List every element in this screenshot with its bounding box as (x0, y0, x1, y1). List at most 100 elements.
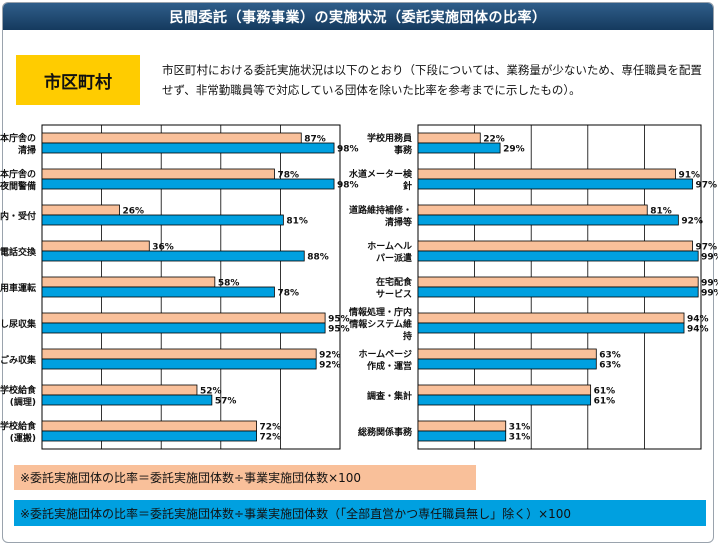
right-bar-series2 (417, 430, 507, 442)
left-data-label: 92% (319, 361, 341, 371)
right-category-label: 道路維持補修・ (349, 204, 412, 216)
left-data-label: 98% (337, 145, 359, 155)
left-data-label: 52% (200, 387, 222, 397)
right-bar-series2 (417, 214, 679, 226)
right-category-label: ホームページ (358, 349, 412, 360)
left-bar-series2 (41, 286, 275, 298)
left-bar-series2 (41, 394, 213, 406)
right-category-label: 水道メーター検 (349, 168, 413, 180)
right-data-label: 61% (594, 397, 616, 407)
left-category-label: 本庁舎の (0, 168, 36, 180)
region-badge: 市区町村 (16, 55, 140, 105)
left-bar-series1 (41, 204, 120, 216)
right-bar-series2 (417, 358, 597, 370)
left-data-label: 58% (218, 279, 240, 289)
formula-note-1: ※委託実施団体の比率＝委託実施団体数÷事業実施団体数×100 (14, 465, 476, 490)
right-data-label: 63% (599, 361, 621, 371)
right-category-label: 学校用務員 (367, 132, 412, 144)
right-bar-series1 (417, 384, 592, 396)
left-data-label: 95% (328, 325, 350, 335)
right-bar-series2 (417, 394, 592, 406)
left-bar-series1 (41, 420, 257, 432)
left-bar-series2 (41, 214, 284, 226)
right-data-label: 91% (679, 171, 701, 181)
left-category-label: 電話交換 (0, 246, 37, 258)
right-category-label: 総務関係事務 (358, 426, 413, 438)
right-category-label: パー派遣 (376, 252, 412, 264)
right-bar-series1 (417, 312, 685, 324)
left-bar-series2 (41, 358, 317, 370)
left-bar-series1 (41, 132, 302, 144)
right-category-label: 調査・集計 (367, 390, 412, 402)
left-bar-series2 (41, 178, 335, 190)
left-bar-series1 (41, 312, 326, 324)
chart-right-svg: 学校用務員事務22%29%水道メーター検針91%97%道路維持補修・清掃等81%… (348, 124, 718, 450)
left-bar-series2 (41, 142, 335, 154)
left-category-label: し尿収集 (0, 318, 37, 330)
left-category-label: 本庁舎の (0, 132, 36, 144)
left-data-label: 72% (260, 433, 282, 443)
chart-left: 本庁舎の清掃87%98%本庁舎の夜間警備78%98%案内・受付26%81%電話交… (0, 122, 359, 457)
right-bar-series2 (417, 142, 501, 154)
left-category-label: 一般ごみ収集 (0, 354, 37, 366)
right-data-label: 92% (681, 217, 703, 227)
formula-note-2: ※委託実施団体の比率＝委託実施団体数÷事業実施団体数（「全部直営かつ専任職員無し… (14, 500, 706, 526)
right-bar-series1 (417, 420, 507, 432)
right-category-label: 在宅配食 (376, 276, 413, 288)
left-bar-series2 (41, 250, 305, 262)
right-data-label: 97% (696, 181, 718, 191)
right-data-label: 97% (696, 243, 718, 253)
chart-left-svg: 本庁舎の清掃87%98%本庁舎の夜間警備78%98%案内・受付26%81%電話交… (0, 124, 359, 450)
right-bar-series2 (417, 250, 699, 262)
right-data-label: 31% (509, 423, 531, 433)
right-bar-series1 (417, 348, 597, 360)
left-data-label: 57% (215, 397, 237, 407)
right-bar-series2 (417, 178, 693, 190)
left-data-label: 78% (277, 171, 299, 181)
right-category-label: 事務 (394, 144, 413, 156)
left-data-label: 81% (286, 217, 308, 227)
page-title: 民間委託（事務事業）の実施状況（委託実施団体の比率） (3, 3, 713, 30)
left-data-label: 87% (304, 135, 326, 145)
right-data-label: 99% (701, 289, 718, 299)
left-category-label: 公用車運転 (0, 282, 36, 294)
right-category-label: 情報システム維 (348, 318, 412, 330)
left-data-label: 95% (328, 315, 350, 325)
left-category-label: 清掃 (18, 144, 36, 156)
left-data-label: 98% (337, 181, 359, 191)
right-bar-series1 (417, 276, 699, 288)
right-category-label: 針 (403, 180, 412, 192)
left-data-label: 26% (122, 207, 144, 217)
right-category-label: 清掃等 (385, 216, 412, 228)
left-bar-series2 (41, 322, 326, 334)
right-data-label: 94% (687, 325, 709, 335)
chart-right: 学校用務員 事務 22% 29% 水道メーター検針 91% 97% 道路維持補修・ 清掃等 81%… (348, 122, 718, 457)
right-bar-series1 (417, 132, 481, 144)
right-data-label: 29% (503, 145, 525, 155)
right-bar-series1 (417, 240, 693, 252)
left-bar-series1 (41, 168, 275, 180)
left-category-label: 夜間警備 (0, 180, 36, 192)
right-data-label: 63% (599, 351, 621, 361)
right-data-label: 99% (701, 279, 718, 289)
left-bar-series1 (41, 240, 150, 252)
left-category-label: (調理) (10, 396, 36, 408)
right-category-label: ホームヘル (367, 241, 412, 252)
left-category-label: 案内・受付 (0, 210, 36, 222)
left-category-label: (運搬) (10, 432, 36, 444)
left-category-label: 学校給食 (0, 384, 37, 396)
right-category-label: サービス (376, 288, 412, 300)
left-data-label: 92% (319, 351, 341, 361)
left-category-label: 学校給食 (0, 420, 37, 432)
left-data-label: 72% (260, 423, 282, 433)
right-data-label: 99% (701, 253, 718, 263)
left-bar-series1 (41, 276, 216, 288)
right-data-label: 31% (509, 433, 531, 443)
right-bar-series1 (417, 204, 648, 216)
right-data-label: 94% (687, 315, 709, 325)
right-bar-series2 (417, 286, 699, 298)
description-text: 市区町村における委託実施状況は以下のとおり（下段については、業務量が少ないため、… (162, 63, 702, 97)
right-category-label: 作成・運営 (367, 360, 412, 372)
right-category-label: 情報処理・庁内 (348, 306, 412, 318)
right-bar-series2 (417, 322, 685, 334)
